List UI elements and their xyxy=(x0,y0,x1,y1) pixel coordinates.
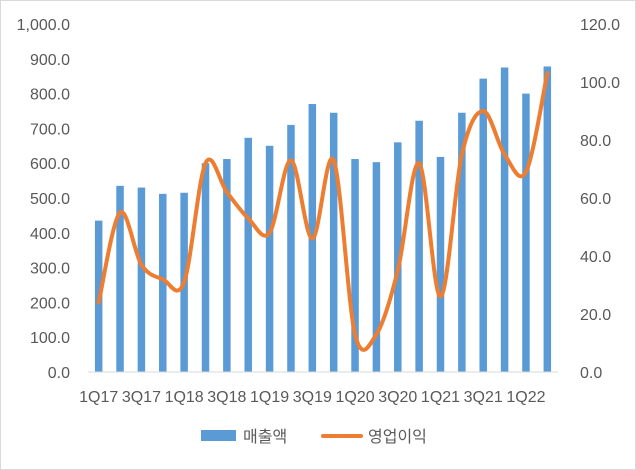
right-axis-tick-label: 80.0 xyxy=(580,133,611,150)
left-axis-tick-label: 700.0 xyxy=(30,121,70,138)
left-axis-tick-label: 900.0 xyxy=(30,52,70,69)
bar xyxy=(116,185,124,372)
left-axis-tick-label: 100.0 xyxy=(30,330,70,347)
x-axis-tick-label: 1Q17 xyxy=(79,389,118,406)
left-axis-tick-label: 600.0 xyxy=(30,156,70,173)
bar xyxy=(351,159,359,372)
bar xyxy=(137,187,146,372)
bar xyxy=(436,156,445,372)
left-axis-tick-label: 0.0 xyxy=(48,365,70,382)
right-axis-tick-label: 40.0 xyxy=(580,249,611,266)
bar xyxy=(479,78,487,373)
x-axis-tick-label: 3Q20 xyxy=(378,389,417,406)
left-axis-ticks: 0.0 100.0 200.0 300.0 400.0 500.0 600.0 700.0 80… xyxy=(17,17,70,382)
bar xyxy=(458,112,466,373)
right-axis-tick-label: 100.0 xyxy=(580,75,620,92)
right-axis-tick-label: 20.0 xyxy=(580,307,611,324)
x-axis-tick-label: 3Q21 xyxy=(464,389,503,406)
right-axis-ticks: 0.0 20.0 40.0 60.0 80.0 100.0 120.0 xyxy=(580,17,620,382)
line-series-operating-profit xyxy=(96,71,550,352)
bar xyxy=(265,145,274,372)
bar xyxy=(500,67,509,372)
x-axis-tick-label: 3Q18 xyxy=(207,389,246,406)
x-axis-tick-label: 1Q20 xyxy=(335,389,374,406)
left-axis-tick-label: 200.0 xyxy=(30,295,70,312)
left-axis-tick-label: 1,000.0 xyxy=(17,17,70,34)
bar xyxy=(415,120,423,372)
bar xyxy=(223,159,231,372)
bar xyxy=(287,124,295,372)
right-axis-tick-label: 120.0 xyxy=(580,17,620,34)
left-axis-tick-label: 800.0 xyxy=(30,87,70,104)
left-axis-tick-label: 400.0 xyxy=(30,226,70,243)
bar xyxy=(329,112,338,373)
x-axis-tick-label: 3Q17 xyxy=(122,389,161,406)
x-axis-ticks: 1Q17 3Q17 1Q18 3Q18 1Q19 3Q19 1Q20 3Q20 1Q21 3Q21… xyxy=(79,389,546,406)
legend-label-revenue: 매출액 xyxy=(243,428,287,446)
bar xyxy=(159,193,167,372)
bar xyxy=(543,66,552,373)
x-axis-tick-label: 3Q19 xyxy=(293,389,332,406)
bar xyxy=(394,142,402,372)
legend-swatch-revenue xyxy=(201,430,236,441)
x-axis-tick-label: 1Q18 xyxy=(165,389,204,406)
right-axis-tick-label: 60.0 xyxy=(580,191,611,208)
x-axis-tick-label: 1Q22 xyxy=(506,389,545,406)
legend: 매출액 영업이익 xyxy=(201,428,427,446)
x-axis-tick-label: 1Q19 xyxy=(250,389,289,406)
x-axis-tick-label: 1Q21 xyxy=(421,389,460,406)
left-axis-tick-label: 500.0 xyxy=(30,191,70,208)
bar xyxy=(372,162,381,372)
bar xyxy=(244,137,252,372)
right-axis-tick-label: 0.0 xyxy=(580,365,602,382)
bar xyxy=(522,93,530,372)
bar xyxy=(201,163,210,372)
legend-label-operating-profit: 영업이익 xyxy=(368,428,427,446)
left-axis-tick-label: 300.0 xyxy=(30,261,70,278)
